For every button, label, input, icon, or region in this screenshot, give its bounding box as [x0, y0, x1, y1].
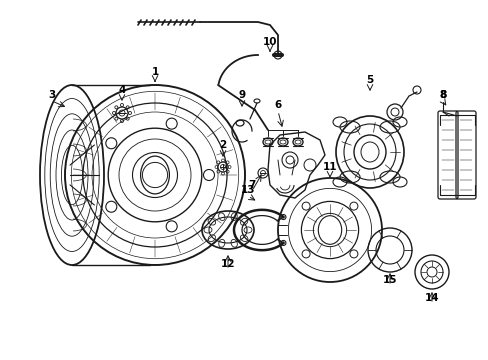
Text: 9: 9	[238, 90, 245, 100]
Text: 14: 14	[424, 293, 438, 303]
Text: 15: 15	[382, 275, 396, 285]
Text: 2: 2	[219, 140, 226, 150]
Text: 12: 12	[220, 259, 235, 269]
Text: 5: 5	[366, 75, 373, 85]
Text: 8: 8	[439, 90, 446, 100]
Text: 11: 11	[322, 162, 337, 172]
Text: 6: 6	[274, 100, 281, 110]
Text: 3: 3	[48, 90, 56, 100]
Text: 4: 4	[118, 85, 125, 95]
Text: 13: 13	[240, 185, 255, 195]
Text: 1: 1	[151, 67, 158, 77]
Text: 10: 10	[262, 37, 277, 47]
Text: 7: 7	[248, 180, 255, 190]
Text: 8: 8	[439, 90, 446, 100]
